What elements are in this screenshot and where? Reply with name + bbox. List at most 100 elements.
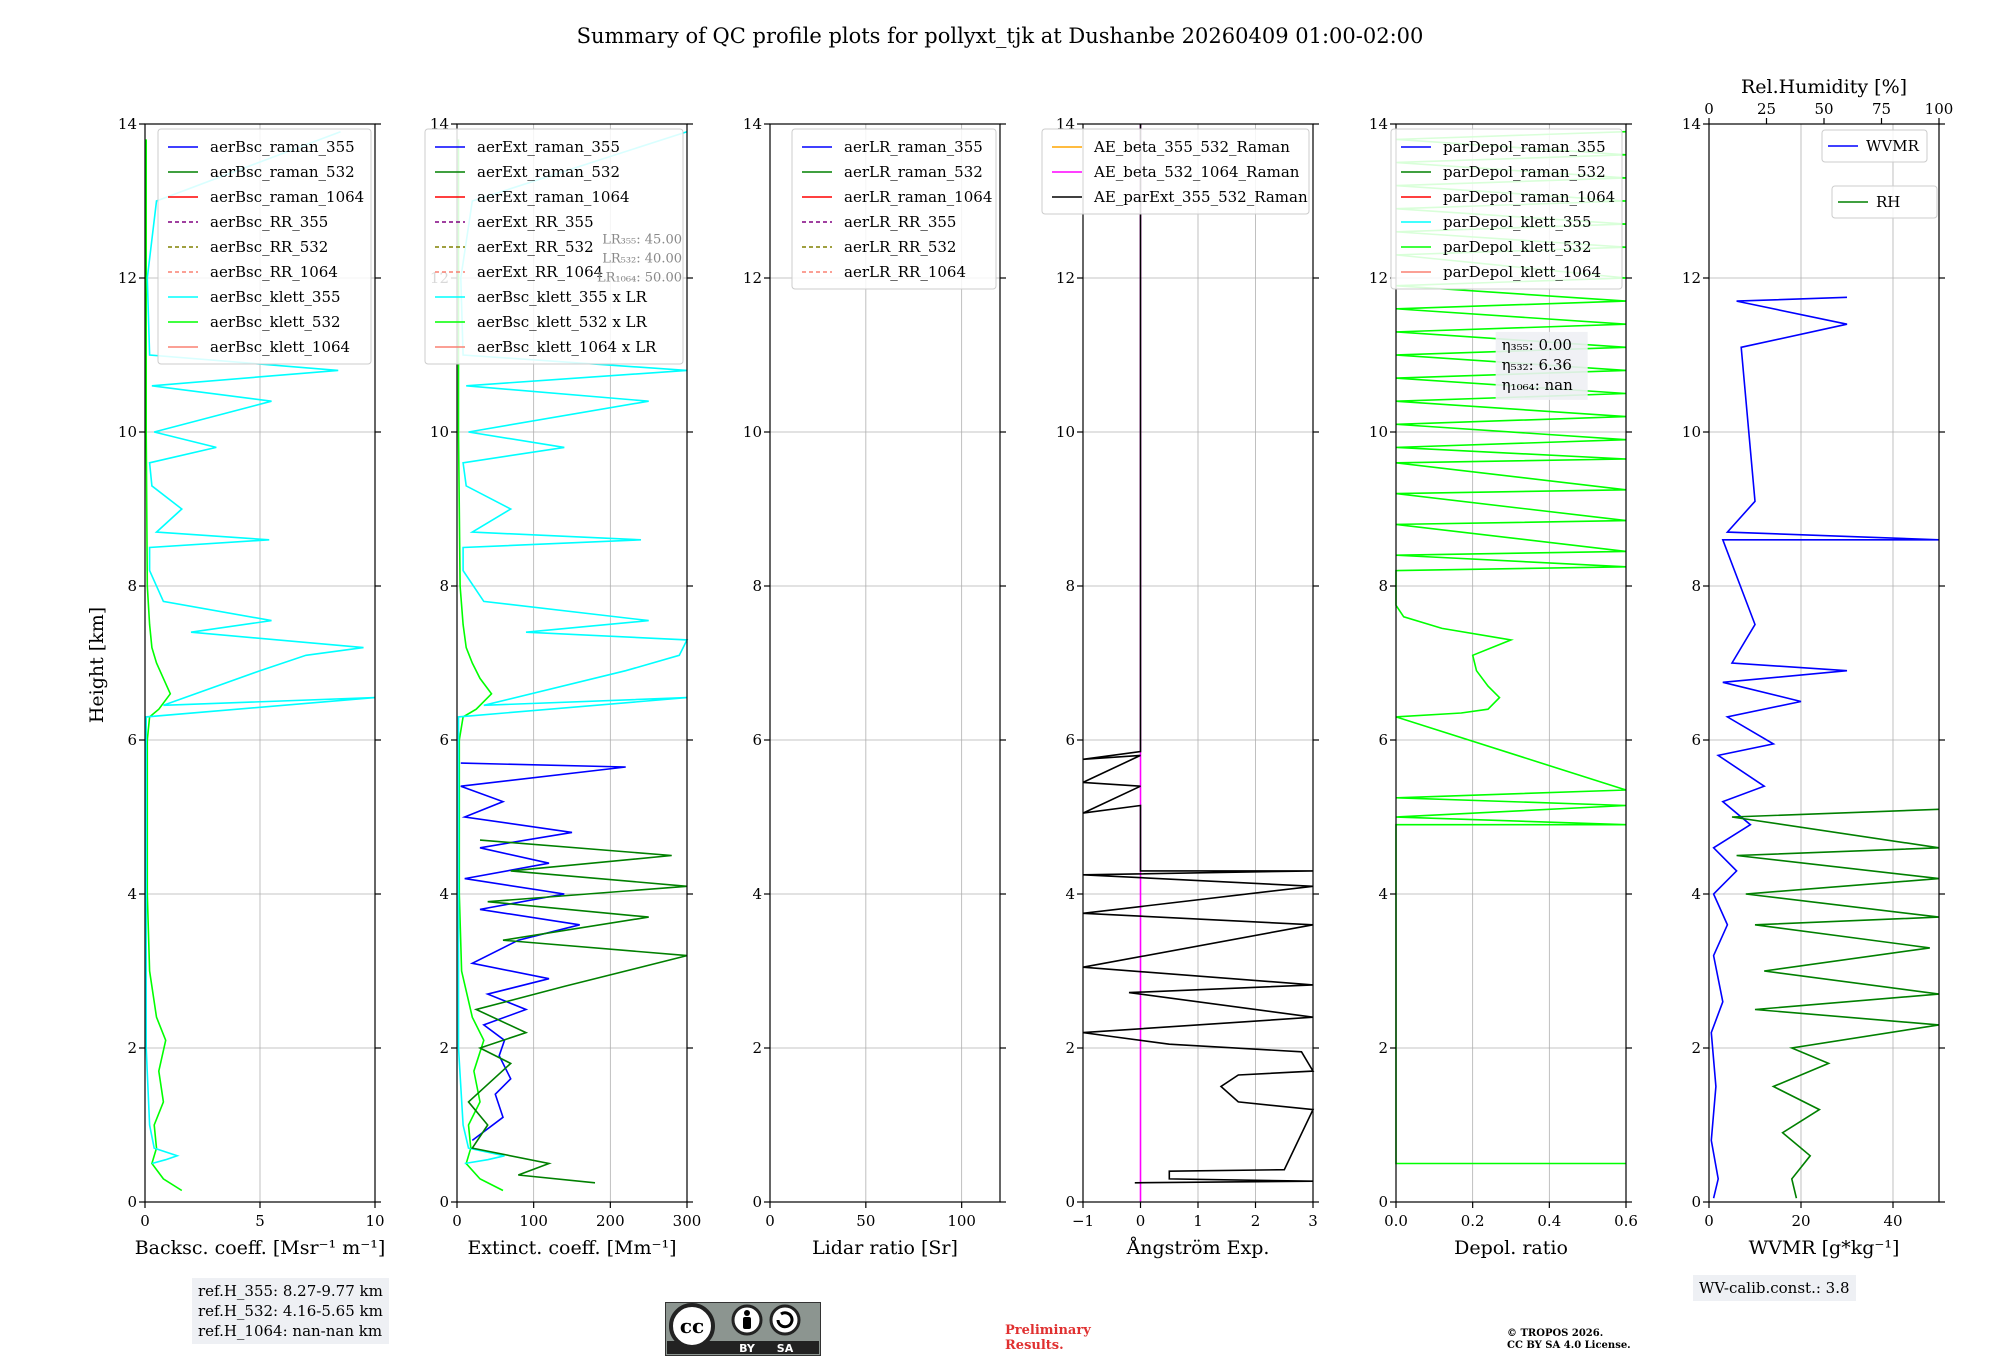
y-tick-label: 12 bbox=[1369, 269, 1388, 287]
legend-label: parDepol_raman_355 bbox=[1443, 138, 1606, 156]
y-tick-label: 0 bbox=[1065, 1193, 1075, 1211]
y-tick-label: 10 bbox=[743, 423, 762, 441]
y-tick-label: 8 bbox=[439, 577, 449, 595]
reference-heights-box: ref.H_355: 8.27-9.77 km ref.H_532: 4.16-… bbox=[192, 1278, 389, 1344]
y-tick-label: 8 bbox=[127, 577, 137, 595]
wv-calib-box: WV-calib.const.: 3.8 bbox=[1693, 1275, 1856, 1301]
y-tick-label: 8 bbox=[1378, 577, 1388, 595]
eta-annotation: η₃₅₅: 0.00 bbox=[1502, 336, 1572, 354]
legend-label: parDepol_raman_532 bbox=[1443, 163, 1606, 181]
top-axis-label: Rel.Humidity [%] bbox=[1741, 76, 1907, 98]
y-tick-label: 0 bbox=[1691, 1193, 1701, 1211]
y-tick-label: 4 bbox=[1065, 885, 1075, 903]
x-tick-label: 40 bbox=[1883, 1212, 1902, 1230]
legend-label: aerLR_raman_1064 bbox=[844, 188, 992, 206]
legend-box bbox=[424, 128, 684, 365]
y-tick-label: 4 bbox=[1691, 885, 1701, 903]
lidar-ratio-annotation: LR₃₅₅: 45.00 bbox=[602, 232, 682, 247]
x-tick-label: 200 bbox=[596, 1212, 625, 1230]
y-tick-label: 10 bbox=[1682, 423, 1701, 441]
legend-label: aerLR_RR_355 bbox=[844, 213, 956, 231]
x-tick-label: 0 bbox=[765, 1212, 775, 1230]
y-tick-label: 0 bbox=[127, 1193, 137, 1211]
legend-label: WVMR bbox=[1866, 137, 1920, 155]
legend-label: aerBsc_raman_1064 bbox=[210, 188, 364, 206]
y-tick-label: 8 bbox=[1691, 577, 1701, 595]
top-x-tick-label: 25 bbox=[1757, 100, 1776, 118]
legend-box bbox=[1041, 128, 1310, 215]
plot-frame bbox=[769, 123, 1001, 1203]
y-tick-label: 10 bbox=[118, 423, 137, 441]
legend-label: aerExt_RR_355 bbox=[477, 213, 594, 231]
legend-label: aerBsc_RR_532 bbox=[210, 238, 328, 256]
preliminary-line-1: Preliminary bbox=[1005, 1323, 1091, 1338]
legend-box bbox=[1390, 128, 1623, 290]
x-axis-label: Depol. ratio bbox=[1454, 1237, 1568, 1259]
legend-label: aerExt_raman_1064 bbox=[477, 188, 630, 206]
panel-extinction: 010020030002468101214Extinct. coeff. [Mm… bbox=[424, 115, 702, 1259]
x-tick-label: 10 bbox=[365, 1212, 384, 1230]
y-tick-label: 14 bbox=[118, 115, 137, 133]
x-tick-label: 5 bbox=[255, 1212, 265, 1230]
sa-arrow-arc bbox=[776, 1311, 794, 1329]
plot-frame bbox=[1395, 123, 1627, 1203]
top-x-tick-label: 50 bbox=[1814, 100, 1833, 118]
x-tick-label: 0.0 bbox=[1384, 1212, 1408, 1230]
legend-box bbox=[1821, 129, 1928, 163]
y-tick-label: 10 bbox=[1056, 423, 1075, 441]
x-tick-label: 3 bbox=[1308, 1212, 1318, 1230]
y-tick-label: 0 bbox=[439, 1193, 449, 1211]
legend-label: AE_beta_355_532_Raman bbox=[1093, 138, 1290, 156]
x-tick-label: 300 bbox=[673, 1212, 702, 1230]
y-tick-label: 4 bbox=[439, 885, 449, 903]
y-axis-label: Height [km] bbox=[86, 607, 108, 723]
series-aerBsc_klett_355 bbox=[145, 130, 376, 1165]
y-tick-label: 0 bbox=[1378, 1193, 1388, 1211]
legend-label: aerBsc_klett_1064 bbox=[210, 338, 350, 356]
y-tick-label: 6 bbox=[439, 731, 449, 749]
legend-label: aerBsc_klett_355 x LR bbox=[477, 288, 648, 306]
top-x-tick-label: 0 bbox=[1704, 100, 1714, 118]
panel-depol: 0.0 0.2 0.4 0.6 0 2 4 6 8 10 12 14 Depol. ratio parDe… bbox=[1369, 115, 1638, 1259]
x-axis-label: Lidar ratio [Sr] bbox=[812, 1237, 958, 1259]
x-tick-label: 50 bbox=[856, 1212, 875, 1230]
x-tick-label: 20 bbox=[1791, 1212, 1810, 1230]
legend-label: aerBsc_raman_532 bbox=[210, 163, 355, 181]
legend-label: parDepol_klett_355 bbox=[1443, 213, 1592, 231]
y-tick-label: 4 bbox=[1378, 885, 1388, 903]
y-tick-label: 2 bbox=[752, 1039, 762, 1057]
preliminary-line-2: Results. bbox=[1005, 1338, 1064, 1353]
lidar-ratio-annotation: LR₁₀₆₄: 50.00 bbox=[597, 270, 682, 285]
by-person-head bbox=[744, 1310, 750, 1316]
x-tick-label: 2 bbox=[1251, 1212, 1261, 1230]
legend-label: aerBsc_klett_532 x LR bbox=[477, 313, 648, 331]
legend-label: aerExt_raman_532 bbox=[477, 163, 620, 181]
legend-box bbox=[1831, 185, 1938, 219]
series-aerBsc_klett_355 x LR bbox=[457, 130, 689, 1165]
cc-license-badge[interactable]: cc BY SA bbox=[665, 1302, 821, 1356]
plot-frame bbox=[456, 123, 688, 1203]
y-tick-label: 2 bbox=[439, 1039, 449, 1057]
y-tick-label: 12 bbox=[1682, 269, 1701, 287]
y-tick-label: 6 bbox=[1065, 731, 1075, 749]
eta-annotation: η₅₃₂: 6.36 bbox=[1502, 356, 1572, 374]
ref-height-532: ref.H_532: 4.16-5.65 km bbox=[198, 1302, 383, 1320]
x-tick-label: 0.4 bbox=[1537, 1212, 1561, 1230]
y-tick-label: 2 bbox=[1691, 1039, 1701, 1057]
y-tick-label: 2 bbox=[127, 1039, 137, 1057]
legend-label: RH bbox=[1876, 193, 1900, 211]
legend-label: parDepol_klett_532 bbox=[1443, 238, 1592, 256]
legend-label: aerLR_RR_1064 bbox=[844, 263, 966, 281]
legend-box bbox=[157, 128, 372, 365]
series-WVMR bbox=[1710, 296, 1940, 1199]
legend-label: AE_parExt_355_532_Raman bbox=[1093, 188, 1308, 206]
top-x-tick-label: 75 bbox=[1872, 100, 1891, 118]
series-aerBsc_klett_532 bbox=[145, 139, 183, 1192]
x-tick-label: 0 bbox=[1704, 1212, 1714, 1230]
by-label: BY bbox=[739, 1342, 756, 1355]
y-tick-label: 12 bbox=[118, 269, 137, 287]
cc-logo-text: cc bbox=[680, 1314, 704, 1338]
legend-label: aerExt_RR_532 bbox=[477, 238, 594, 256]
